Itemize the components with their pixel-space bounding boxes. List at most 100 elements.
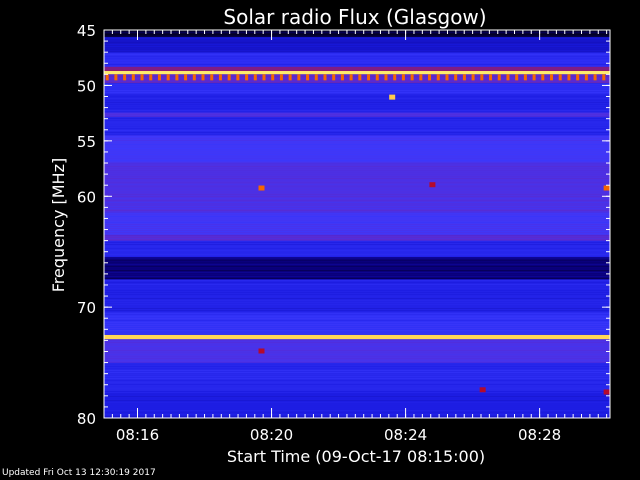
texture-line <box>104 404 610 405</box>
burst-spot <box>258 348 265 354</box>
texture-line <box>104 216 610 217</box>
texture-line <box>104 190 610 191</box>
texture-line <box>104 98 610 99</box>
texture-line <box>104 220 610 221</box>
frequency-band <box>104 30 610 37</box>
periodic-interference-mark <box>506 74 510 81</box>
texture-line <box>104 60 610 61</box>
x-tick-label: 08:16 <box>116 426 159 444</box>
texture-line <box>104 344 610 345</box>
texture-line <box>104 128 610 129</box>
periodic-interference-mark <box>541 74 545 81</box>
periodic-interference-mark <box>192 74 196 81</box>
texture-line <box>104 208 610 209</box>
periodic-interference-mark <box>236 74 240 81</box>
y-tick-label: 45 <box>77 22 96 40</box>
frequency-band <box>104 334 610 340</box>
texture-line <box>104 106 610 107</box>
texture-line <box>104 54 610 55</box>
texture-line <box>104 160 610 161</box>
texture-line <box>104 214 610 215</box>
texture-line <box>104 124 610 125</box>
texture-line <box>104 374 610 375</box>
texture-line <box>104 194 610 195</box>
texture-line <box>104 50 610 51</box>
texture-line <box>104 112 610 113</box>
texture-line <box>104 408 610 409</box>
texture-line <box>104 152 610 153</box>
texture-line <box>104 378 610 379</box>
texture-line <box>104 102 610 103</box>
periodic-interference-mark <box>157 74 161 81</box>
texture-line <box>104 230 610 231</box>
periodic-interference-mark <box>497 74 501 81</box>
texture-line <box>104 118 610 119</box>
texture-line <box>104 320 610 321</box>
texture-line <box>104 154 610 155</box>
texture-line <box>104 330 610 331</box>
texture-line <box>104 86 610 87</box>
texture-line <box>104 290 610 291</box>
texture-line <box>104 82 610 83</box>
y-tick-label: 55 <box>77 133 96 151</box>
periodic-interference-mark <box>227 74 231 81</box>
texture-line <box>104 298 610 299</box>
texture-line <box>104 296 610 297</box>
texture-line <box>104 228 610 229</box>
periodic-interference-mark <box>314 74 318 81</box>
texture-line <box>104 254 610 255</box>
periodic-interference-mark <box>114 74 118 81</box>
texture-line <box>104 212 610 213</box>
texture-line <box>104 56 610 57</box>
periodic-interference-mark <box>140 74 144 81</box>
texture-line <box>104 58 610 59</box>
texture-line <box>104 156 610 157</box>
texture-line <box>104 352 610 353</box>
texture-line <box>104 96 610 97</box>
texture-line <box>104 268 610 269</box>
y-axis-label: Frequency [MHz] <box>49 158 68 292</box>
periodic-interference-mark <box>384 74 388 81</box>
texture-line <box>104 364 610 365</box>
texture-line <box>104 70 610 71</box>
texture-line <box>104 250 610 251</box>
periodic-interference-mark <box>593 74 597 81</box>
texture-line <box>104 226 610 227</box>
texture-line <box>104 164 610 165</box>
texture-line <box>104 140 610 141</box>
texture-line <box>104 110 610 111</box>
periodic-interference-mark <box>480 74 484 81</box>
texture-line <box>104 346 610 347</box>
texture-line <box>104 340 610 341</box>
periodic-interference-mark <box>288 74 292 81</box>
y-tick-label: 60 <box>77 188 96 206</box>
periodic-interference-mark <box>515 74 519 81</box>
texture-line <box>104 44 610 45</box>
periodic-interference-mark <box>410 74 414 81</box>
periodic-interference-mark <box>602 74 606 81</box>
periodic-interference-mark <box>201 74 205 81</box>
texture-line <box>104 76 610 77</box>
texture-line <box>104 348 610 349</box>
texture-line <box>104 170 610 171</box>
texture-line <box>104 358 610 359</box>
periodic-interference-mark <box>149 74 153 81</box>
burst-spot <box>389 94 396 100</box>
texture-line <box>104 308 610 309</box>
texture-line <box>104 360 610 361</box>
texture-line <box>104 64 610 65</box>
texture-line <box>104 116 610 117</box>
texture-line <box>104 40 610 41</box>
texture-line <box>104 218 610 219</box>
texture-line <box>104 100 610 101</box>
texture-line <box>104 326 610 327</box>
periodic-interference-mark <box>436 74 440 81</box>
plot-frame <box>103 29 611 419</box>
y-tick-label: 80 <box>77 410 96 428</box>
burst-spot <box>603 389 610 395</box>
texture-line <box>104 114 610 115</box>
burst-spot <box>603 185 610 191</box>
texture-line <box>104 322 610 323</box>
texture-line <box>104 166 610 167</box>
